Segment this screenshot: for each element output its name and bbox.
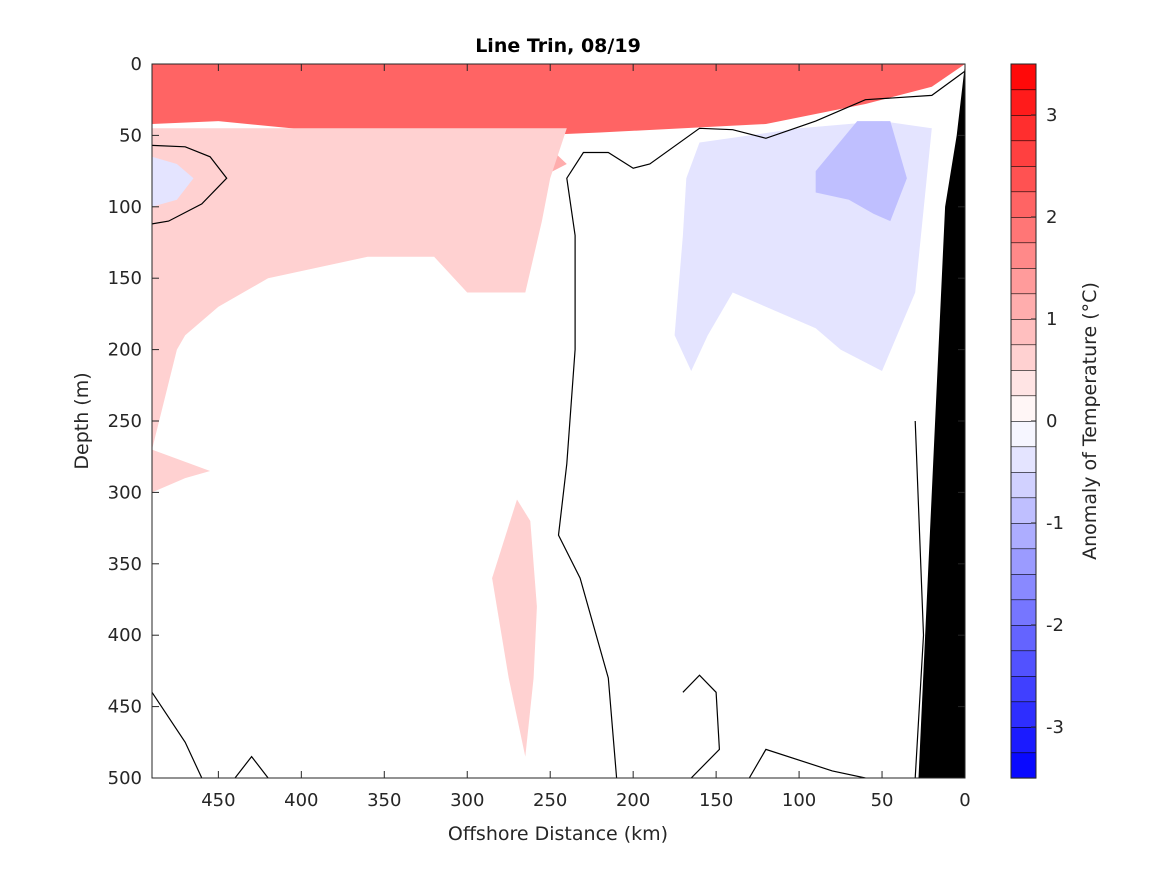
x-tick-label: 350: [367, 790, 401, 811]
x-axis-label: Offshore Distance (km): [448, 823, 668, 845]
anomaly-fill-layer: [152, 64, 965, 757]
zero-contour-5: [234, 755, 269, 778]
colorbar-swatch: [1010, 522, 1037, 550]
y-tick-label: 450: [108, 697, 142, 718]
zero-contour-7: [914, 420, 925, 778]
colorbar-swatch: [1010, 624, 1037, 652]
colorbar-swatch: [1010, 446, 1037, 473]
colorbar-swatch: [1010, 293, 1037, 320]
y-tick-label: 100: [108, 197, 142, 218]
x-tick-label: 200: [616, 790, 650, 811]
colorbar-swatch: [1010, 752, 1037, 779]
colorbar-label: Anomaly of Temperature (°C): [1079, 282, 1101, 560]
y-tick-label: 400: [108, 625, 142, 646]
plot-area: [152, 64, 965, 778]
anomaly-region-nearshore-cool-core: [815, 121, 907, 222]
bathymetry-layer: [918, 64, 965, 778]
y-tick-label: 500: [108, 768, 142, 789]
colorbar-swatch: [1010, 344, 1037, 371]
colorbar-swatch: [1010, 573, 1037, 601]
colorbar-ticks: 3 2 1 0 -1 -2 -3: [1031, 105, 1064, 738]
chart-title: Line Trin, 08/19: [475, 35, 641, 57]
zero-contour-2: [557, 70, 965, 778]
colorbar-swatch: [1010, 599, 1037, 626]
colorbar-tick-label: 1: [1046, 309, 1057, 330]
colorbar-swatch: [1010, 471, 1037, 499]
colorbar-tick-label: 2: [1046, 207, 1057, 228]
y-tick-label: 0: [131, 54, 142, 75]
colorbar-swatch: [1010, 548, 1037, 575]
x-tick-label: 100: [782, 790, 816, 811]
colorbar: 3 2 1 0 -1 -2 -3: [1010, 63, 1064, 779]
zero-contour-layer: [152, 70, 965, 778]
x-tick-label: 400: [284, 790, 318, 811]
anomaly-region-offshore-cool-eddy: [152, 156, 194, 207]
colorbar-swatch: [1010, 242, 1037, 269]
colorbar-swatch: [1010, 267, 1037, 295]
x-tick-label: 0: [959, 790, 970, 811]
zero-contour-1: [152, 144, 228, 225]
colorbar-swatch: [1010, 89, 1037, 116]
zero-contour-6: [748, 748, 866, 778]
y-axis-label: Depth (m): [71, 372, 93, 469]
colorbar-swatch: [1010, 114, 1037, 142]
x-tick-label: 300: [450, 790, 484, 811]
colorbar-swatch: [1010, 165, 1037, 193]
x-tick-label: 150: [699, 790, 733, 811]
zero-contour-4: [152, 691, 203, 778]
colorbar-swatch: [1010, 395, 1037, 422]
anomaly-region-deep-warm-region: [152, 128, 567, 493]
colorbar-tick-label: -3: [1046, 717, 1064, 738]
x-axis: 450 400 350 300 250 200 150 100 50 0: [201, 64, 971, 811]
y-tick-label: 200: [108, 340, 142, 361]
colorbar-swatch: [1010, 216, 1037, 244]
x-tick-label: 450: [201, 790, 235, 811]
y-tick-label: 350: [108, 554, 142, 575]
colorbar-tick-label: -2: [1046, 615, 1064, 636]
colorbar-swatch: [1010, 726, 1037, 754]
colorbar-swatch: [1010, 369, 1037, 397]
anomaly-region-upper-warm-layer: [152, 64, 965, 139]
bathymetry-shelf: [918, 64, 965, 778]
y-tick-label: 250: [108, 411, 142, 432]
colorbar-swatch: [1010, 420, 1037, 448]
y-tick-label: 50: [119, 125, 142, 146]
colorbar-swatch: [1010, 191, 1037, 218]
colorbar-tick-label: 0: [1046, 411, 1057, 432]
x-tick-label: 50: [871, 790, 894, 811]
anomaly-region-warm-filament: [492, 499, 537, 757]
y-tick-label: 150: [108, 268, 142, 289]
colorbar-swatch: [1010, 701, 1037, 728]
colorbar-tick-label: -1: [1046, 513, 1064, 534]
zero-contour-3: [682, 674, 721, 778]
y-axis: 0 50 100 150 200 250 300 350 400 450 500: [108, 54, 965, 789]
colorbar-swatch: [1010, 497, 1037, 524]
colorbar-swatch: [1010, 318, 1037, 346]
colorbar-swatches: [1010, 63, 1037, 779]
colorbar-swatch: [1010, 140, 1037, 167]
colorbar-swatch: [1010, 63, 1037, 91]
x-tick-label: 250: [533, 790, 567, 811]
y-tick-label: 300: [108, 482, 142, 503]
colorbar-swatch: [1010, 675, 1037, 703]
colorbar-tick-label: 3: [1046, 105, 1057, 126]
colorbar-swatch: [1010, 650, 1037, 677]
